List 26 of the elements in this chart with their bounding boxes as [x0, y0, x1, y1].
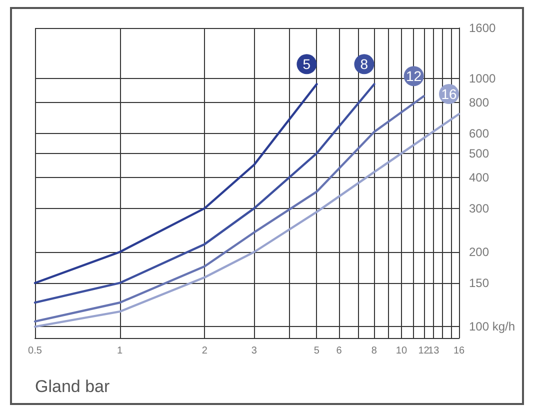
x-tick-label: 13: [428, 346, 440, 356]
y-tick-label: 1600: [469, 21, 496, 35]
y-tick-label: 800: [469, 96, 490, 110]
x-axis-title: Gland bar: [35, 377, 110, 396]
x-tick-label: 1: [117, 346, 124, 356]
series-label: 5: [302, 56, 311, 72]
x-tick-label: 10: [396, 346, 408, 356]
x-tick-label: 6: [336, 346, 342, 356]
x-tick-label: 16: [453, 346, 465, 356]
y-tick-label: 300: [469, 201, 490, 216]
series-label: 12: [406, 68, 422, 84]
x-tick-label: 0.5: [28, 346, 42, 356]
x-tick-label: 12: [418, 346, 430, 356]
x-tick-label: 5: [314, 346, 320, 356]
x-tick-label: 8: [371, 346, 378, 356]
series-label: 8: [360, 56, 368, 72]
y-tick-label: 500: [469, 146, 490, 160]
series-label: 16: [441, 86, 457, 102]
y-tick-label: 1000: [469, 72, 496, 86]
x-tick-label: 2: [202, 346, 208, 356]
y-tick-label: 150: [469, 276, 490, 290]
y-tick-label: 100 kg/h: [469, 320, 516, 334]
y-tick-label: 600: [469, 126, 490, 141]
x-tick-label: 3: [251, 346, 258, 356]
y-tick-label: 400: [469, 170, 490, 184]
y-tick-label: 200: [469, 244, 490, 259]
